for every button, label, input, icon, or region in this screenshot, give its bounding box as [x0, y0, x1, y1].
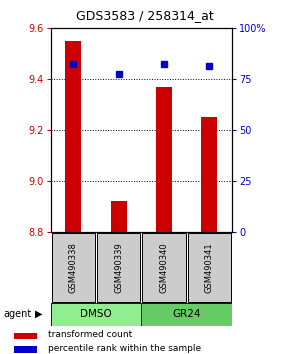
FancyBboxPatch shape	[142, 233, 186, 302]
Text: agent: agent	[3, 309, 31, 319]
Text: GSM490338: GSM490338	[69, 242, 78, 293]
Text: GSM490339: GSM490339	[114, 242, 123, 293]
Bar	[156, 87, 172, 232]
Text: DMSO: DMSO	[80, 309, 112, 319]
FancyBboxPatch shape	[97, 233, 140, 302]
Bar	[14, 347, 37, 353]
Text: GDS3583 / 258314_at: GDS3583 / 258314_at	[76, 9, 214, 22]
FancyBboxPatch shape	[52, 233, 95, 302]
Text: GSM490340: GSM490340	[160, 242, 168, 293]
Bar	[14, 332, 37, 339]
FancyBboxPatch shape	[51, 303, 142, 326]
Bar	[66, 41, 81, 232]
Bar	[111, 201, 127, 232]
Text: ▶: ▶	[35, 309, 43, 319]
Text: transformed count: transformed count	[48, 330, 133, 339]
FancyBboxPatch shape	[142, 303, 232, 326]
FancyBboxPatch shape	[188, 233, 231, 302]
Bar	[202, 118, 217, 232]
Text: percentile rank within the sample: percentile rank within the sample	[48, 344, 202, 353]
Text: GSM490341: GSM490341	[205, 242, 214, 293]
Text: GR24: GR24	[173, 309, 201, 319]
